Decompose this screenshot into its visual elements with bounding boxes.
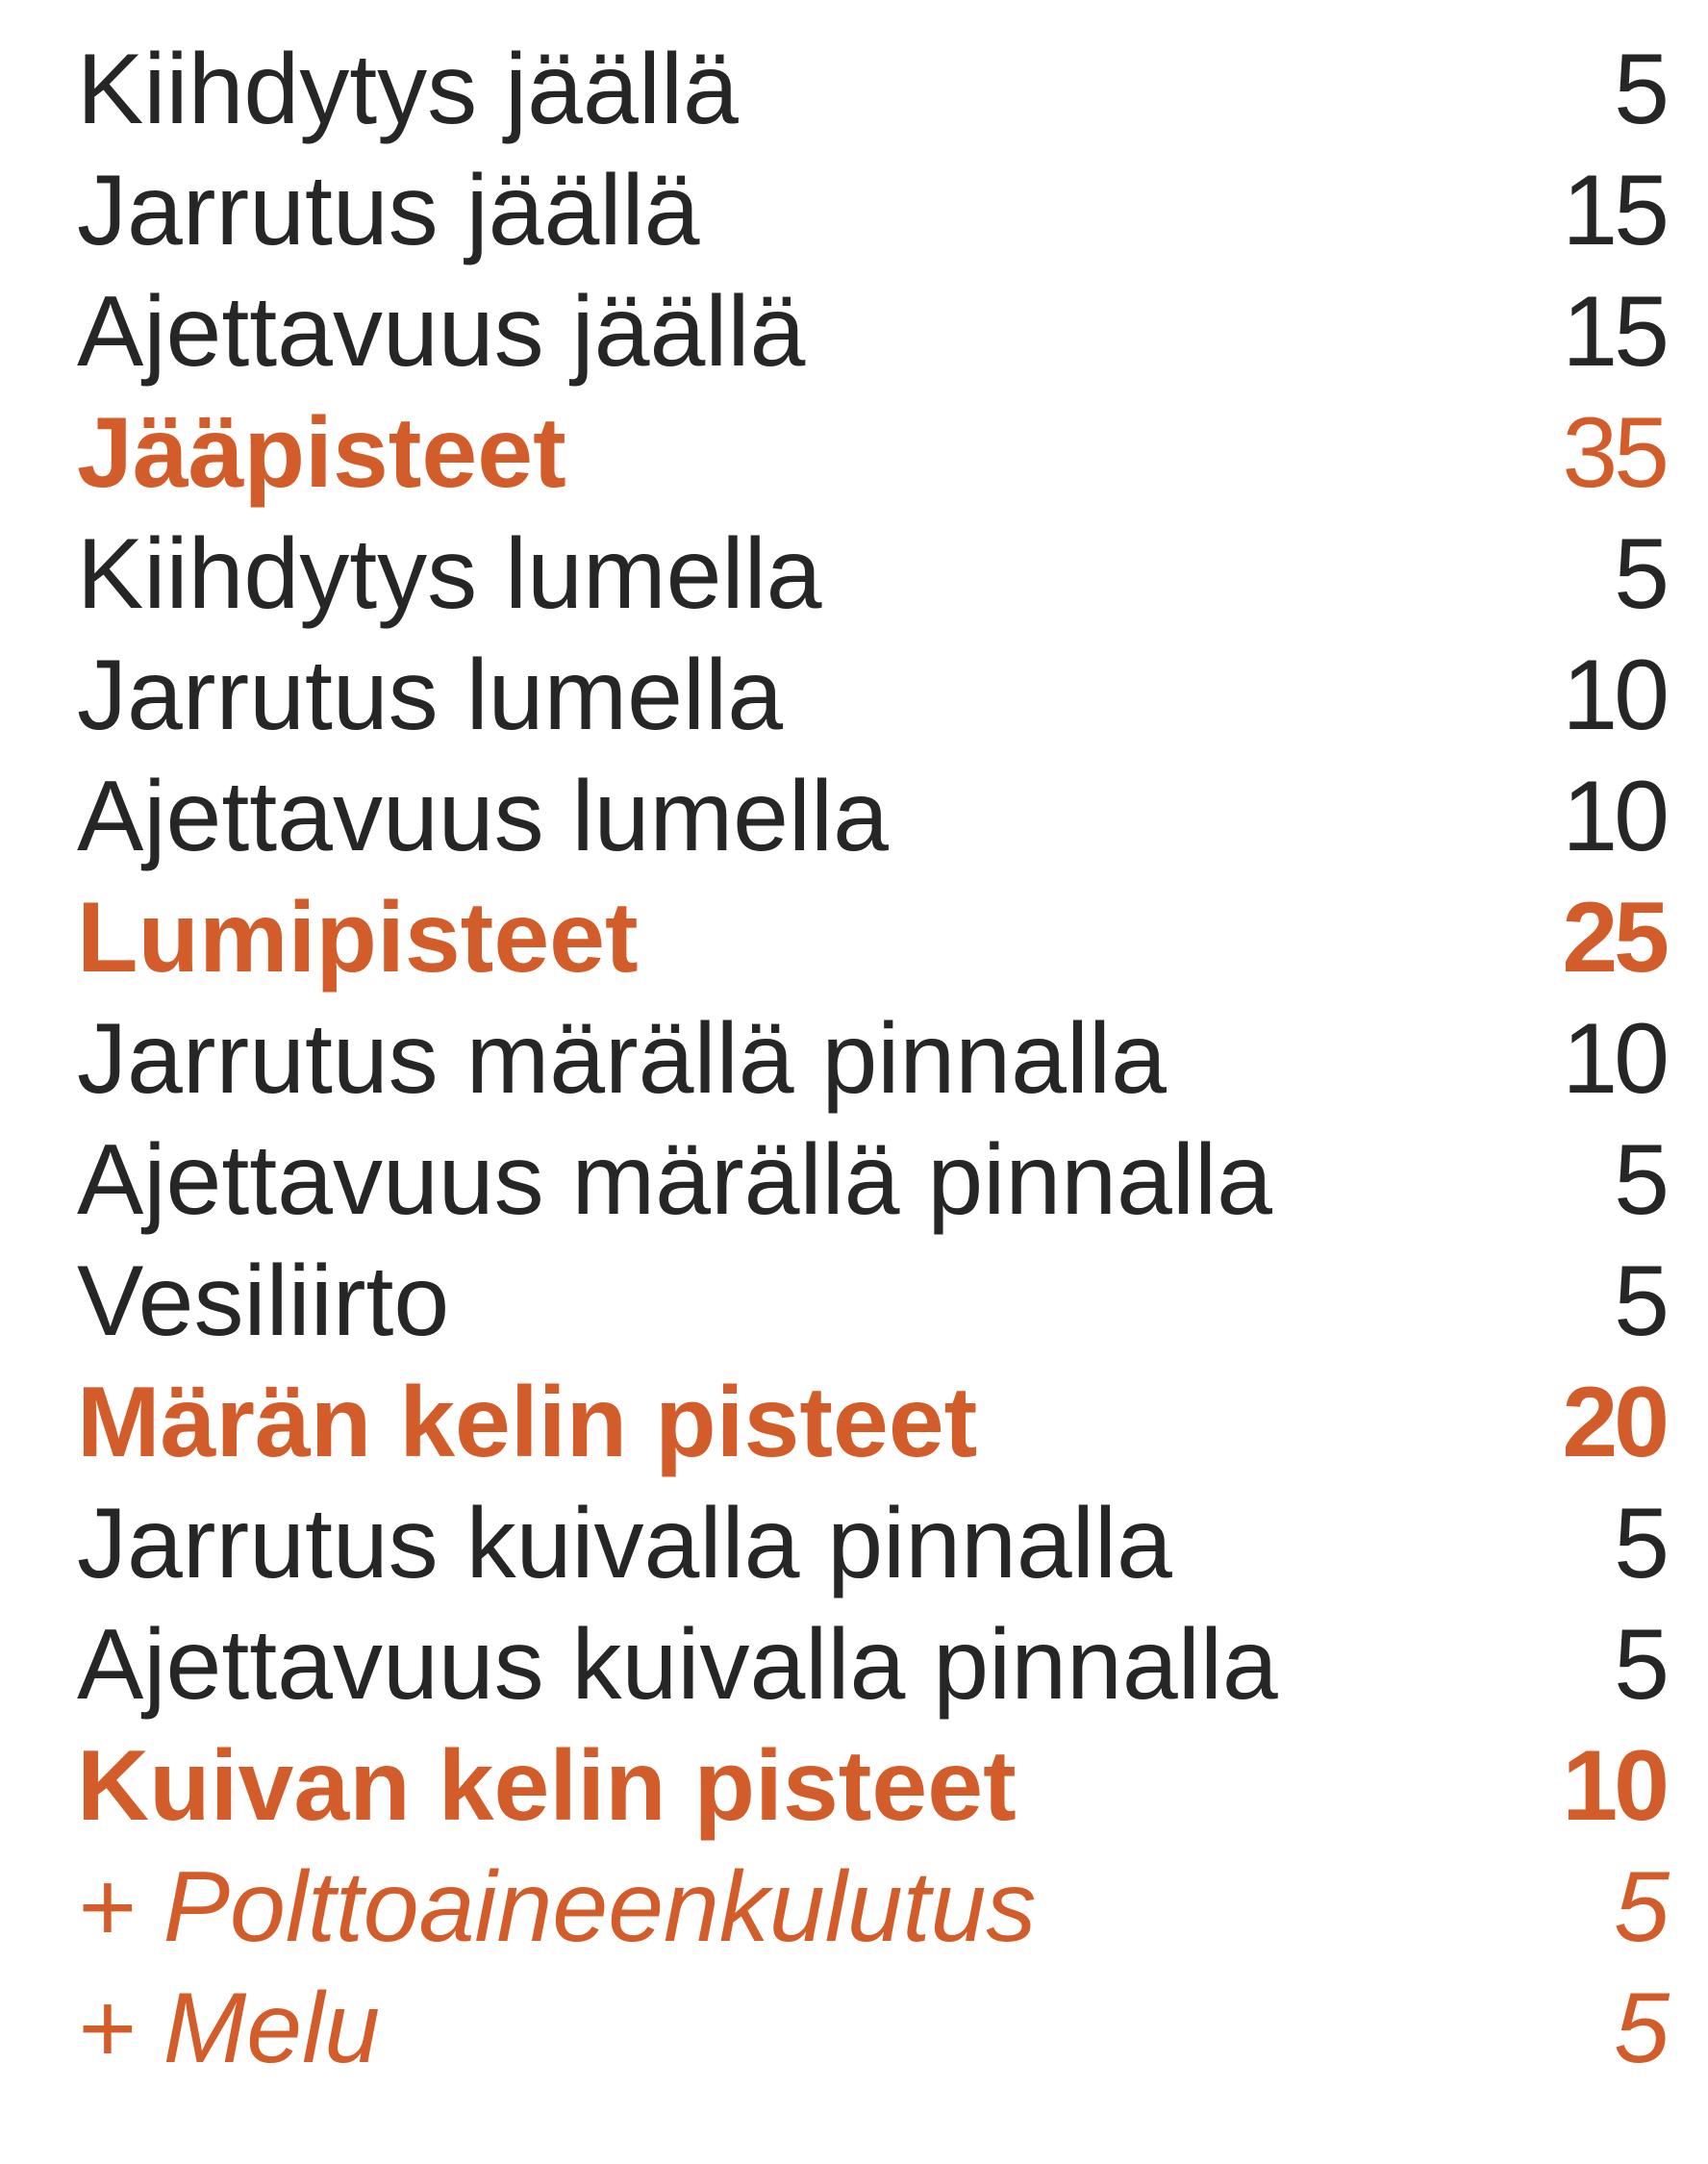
row-snow-braking: Jarrutus lumella 10	[77, 635, 1670, 756]
row-wet-braking: Jarrutus märällä pinnalla 10	[77, 998, 1670, 1120]
row-aquaplaning: Vesiliirto 5	[77, 1241, 1670, 1362]
row-value: 10	[1562, 1003, 1670, 1115]
row-wet-handling: Ajettavuus märällä pinnalla 5	[77, 1120, 1670, 1241]
subtotal-label: Jääpisteet	[77, 397, 566, 509]
subtotal-snow: Lumipisteet 25	[77, 877, 1670, 998]
row-label: Jarrutus kuivalla pinnalla	[77, 1488, 1172, 1599]
subtotal-dry: Kuivan kelin pisteet 10	[77, 1725, 1670, 1847]
row-value: 5	[1614, 1124, 1670, 1236]
row-dry-handling: Ajettavuus kuivalla pinnalla 5	[77, 1604, 1670, 1725]
extra-label: + Polttoaineenkulutus	[77, 1851, 1037, 1963]
row-label: Kiihdytys lumella	[77, 518, 822, 630]
row-label: Kiihdytys jäällä	[77, 34, 739, 145]
row-label: Ajettavuus kuivalla pinnalla	[77, 1609, 1278, 1721]
subtotal-ice: Jääpisteet 35	[77, 392, 1670, 514]
row-label: Jarrutus jäällä	[77, 155, 700, 266]
row-label: Ajettavuus lumella	[77, 761, 889, 872]
subtotal-label: Märän kelin pisteet	[77, 1367, 978, 1478]
subtotal-value: 35	[1562, 397, 1670, 509]
row-label: Vesiliirto	[77, 1246, 450, 1357]
row-value: 15	[1562, 155, 1670, 266]
row-label: Jarrutus märällä pinnalla	[77, 1003, 1167, 1115]
row-value: 5	[1614, 1488, 1670, 1599]
row-ice-handling: Ajettavuus jäällä 15	[77, 271, 1670, 392]
subtotal-label: Lumipisteet	[77, 882, 639, 994]
row-value: 5	[1614, 518, 1670, 630]
row-value: 5	[1614, 1246, 1670, 1357]
subtotal-value: 10	[1562, 1730, 1670, 1842]
extra-value: 5	[1614, 1851, 1670, 1963]
extra-label: + Melu	[77, 1973, 381, 2084]
row-value: 10	[1562, 761, 1670, 872]
row-dry-braking: Jarrutus kuivalla pinnalla 5	[77, 1483, 1670, 1604]
row-snow-acceleration: Kiihdytys lumella 5	[77, 514, 1670, 635]
subtotal-wet: Märän kelin pisteet 20	[77, 1362, 1670, 1483]
row-value: 5	[1614, 1609, 1670, 1721]
row-snow-handling: Ajettavuus lumella 10	[77, 756, 1670, 877]
subtotal-label: Kuivan kelin pisteet	[77, 1730, 1017, 1842]
row-label: Jarrutus lumella	[77, 640, 784, 751]
row-label: Ajettavuus jäällä	[77, 276, 806, 388]
subtotal-value: 25	[1562, 882, 1670, 994]
extra-value: 5	[1614, 1973, 1670, 2084]
row-value: 5	[1614, 34, 1670, 145]
extra-fuel-consumption: + Polttoaineenkulutus 5	[77, 1847, 1670, 1968]
row-ice-acceleration: Kiihdytys jäällä 5	[77, 29, 1670, 150]
row-ice-braking: Jarrutus jäällä 15	[77, 150, 1670, 271]
subtotal-value: 20	[1562, 1367, 1670, 1478]
row-value: 10	[1562, 640, 1670, 751]
row-value: 15	[1562, 276, 1670, 388]
extra-noise: + Melu 5	[77, 1968, 1670, 2089]
row-label: Ajettavuus märällä pinnalla	[77, 1124, 1272, 1236]
score-table: Kiihdytys jäällä 5 Jarrutus jäällä 15 Aj…	[77, 29, 1670, 2089]
